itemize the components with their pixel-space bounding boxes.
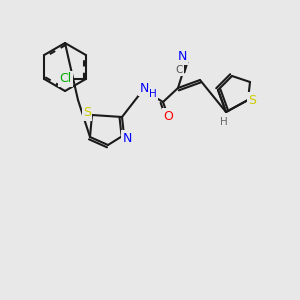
Text: N: N (139, 82, 149, 94)
Text: N: N (177, 50, 187, 64)
Text: O: O (163, 110, 173, 122)
Text: S: S (248, 94, 256, 106)
Text: S: S (83, 106, 91, 119)
Text: H: H (149, 89, 157, 99)
Text: H: H (220, 117, 228, 127)
Text: Cl: Cl (60, 73, 72, 85)
Text: N: N (122, 131, 132, 145)
Text: C: C (175, 65, 183, 75)
